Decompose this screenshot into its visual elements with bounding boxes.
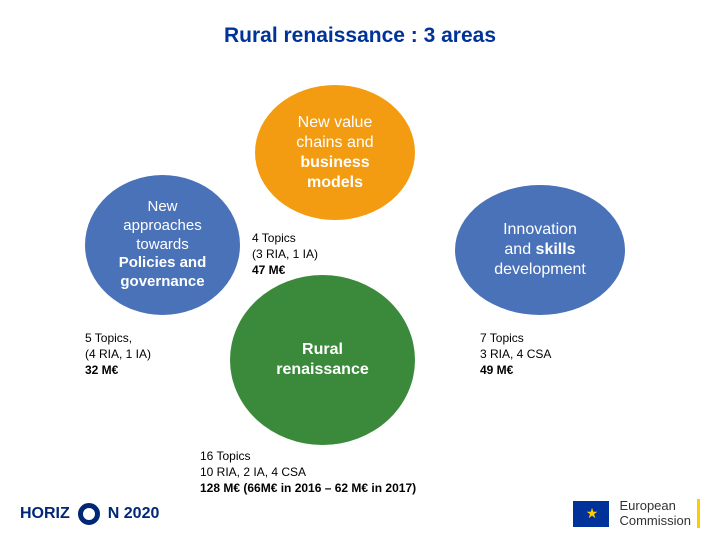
ellipse-right-l3: development [494, 260, 586, 280]
label-bottom-l3: 128 M€ (66M€ in 2016 – 62 M€ in 2017) [200, 481, 416, 495]
label-bottom: 16 Topics 10 RIA, 2 IA, 4 CSA 128 M€ (66… [200, 448, 416, 497]
ellipse-top-l1: New value [298, 113, 373, 133]
label-left: 5 Topics, (4 RIA, 1 IA) 32 M€ [85, 330, 151, 379]
ellipse-center-l1: Rural [302, 340, 343, 360]
footer: HORIZ N 2020 ★ European Commission [20, 499, 700, 528]
ec-line2: Commission [619, 514, 691, 528]
ellipse-right-l2: and skills [504, 240, 575, 260]
ring-icon [78, 503, 100, 525]
eu-flag-icon: ★ [573, 501, 609, 527]
ellipse-left-l3: towards [136, 236, 189, 255]
label-right-l2: 3 RIA, 4 CSA [480, 346, 551, 362]
ec-text: European Commission [619, 499, 700, 528]
label-right-l1: 7 Topics [480, 330, 551, 346]
ellipse-innovation-skills: Innovation and skills development [455, 185, 625, 315]
ellipse-left-l2: approaches [123, 217, 201, 236]
label-left-l3: 32 M€ [85, 363, 118, 377]
h2020-text2: N 2020 [108, 505, 160, 523]
label-right: 7 Topics 3 RIA, 4 CSA 49 M€ [480, 330, 551, 379]
ellipse-top-l4: models [307, 173, 363, 193]
european-commission-logo: ★ European Commission [573, 499, 700, 528]
ellipse-rural-renaissance: Rural renaissance [230, 275, 415, 445]
ellipse-center-l2: renaissance [276, 360, 369, 380]
ellipse-policies-governance: New approaches towards Policies and gove… [85, 175, 240, 315]
label-bottom-l1: 16 Topics [200, 448, 416, 464]
ellipse-top-l2: chains and [296, 133, 373, 153]
page-title: Rural renaissance : 3 areas [0, 24, 720, 48]
label-right-l3: 49 M€ [480, 363, 513, 377]
label-top-l3: 47 M€ [252, 263, 285, 277]
h2020-text1: HORIZ [20, 505, 70, 523]
ellipse-right-l1: Innovation [503, 220, 577, 240]
ec-line1: European [619, 499, 691, 513]
ellipse-value-chains: New value chains and business models [255, 85, 415, 220]
ellipse-left-l1: New [147, 198, 177, 217]
ellipse-left-l5: governance [120, 273, 204, 292]
label-top-l2: (3 RIA, 1 IA) [252, 246, 318, 262]
ellipse-left-l4: Policies and [119, 254, 207, 273]
label-left-l2: (4 RIA, 1 IA) [85, 346, 151, 362]
horizon-2020-logo: HORIZ N 2020 [20, 503, 159, 525]
label-left-l1: 5 Topics, [85, 330, 151, 346]
label-top-l1: 4 Topics [252, 230, 318, 246]
label-bottom-l2: 10 RIA, 2 IA, 4 CSA [200, 464, 416, 480]
ellipse-top-l3: business [300, 153, 369, 173]
label-top-below: 4 Topics (3 RIA, 1 IA) 47 M€ [252, 230, 318, 279]
